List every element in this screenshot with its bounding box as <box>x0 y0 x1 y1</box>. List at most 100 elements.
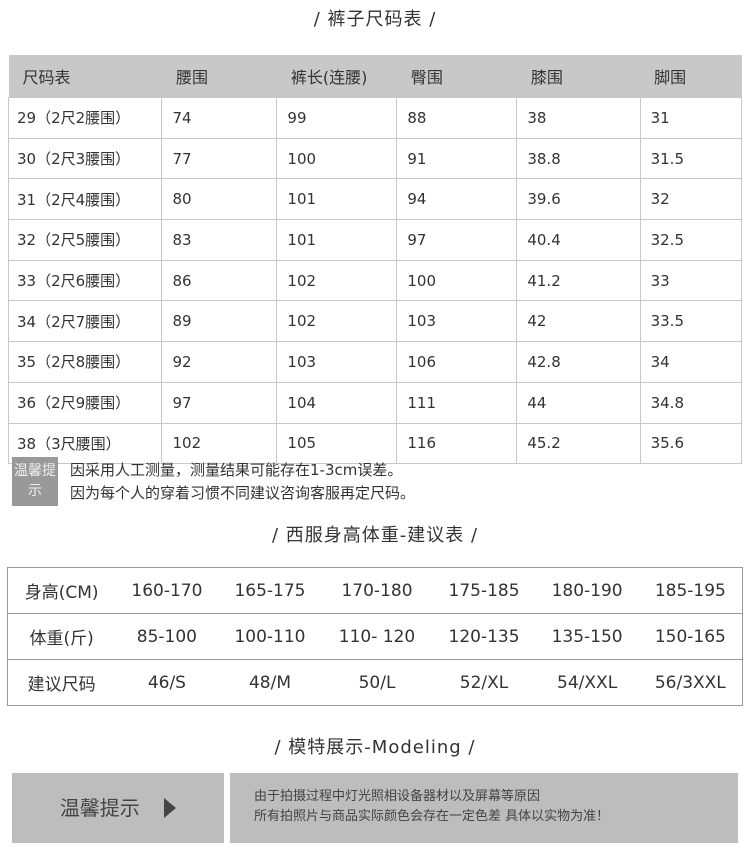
table-cell: 42.8 <box>516 341 641 383</box>
table-row: 35（2尺8腰围） 92 103 106 42.8 34 <box>7 341 743 383</box>
table-cell: 54/XXL <box>535 659 639 706</box>
table-cell: 35（2尺8腰围） <box>7 341 163 383</box>
table-row: 30（2尺3腰围） 77 100 91 38.8 31.5 <box>7 137 743 180</box>
table-cell: 39.6 <box>516 178 641 221</box>
table-cell: 31 <box>639 97 743 139</box>
tip-text-box: 由于拍摄过程中灯光照相设备器材以及屏幕等原因 所有拍照片与商品实际颜色会存在一定… <box>230 773 738 843</box>
table-cell: 33.5 <box>639 300 743 343</box>
table-cell: 86 <box>161 259 278 302</box>
table-cell: 100 <box>276 137 398 180</box>
table-cell: 165-175 <box>218 567 322 614</box>
table-cell: 48/M <box>218 659 322 706</box>
table-cell: 45.2 <box>516 422 641 465</box>
table-cell: 34.8 <box>639 381 743 424</box>
tip-line-1: 由于拍摄过程中灯光照相设备器材以及屏幕等原因 <box>254 789 541 804</box>
tip-label: 温馨提示 <box>59 796 140 820</box>
pants-size-title: / 裤子尺码表 / <box>313 9 437 30</box>
table-cell: 110- 120 <box>321 613 433 660</box>
table-cell: 88 <box>396 97 518 139</box>
table-cell: 38.8 <box>516 137 641 180</box>
table-cell: 36（2尺9腰围） <box>7 381 163 424</box>
table-cell: 180-190 <box>535 567 639 614</box>
table-cell: 34 <box>639 341 743 383</box>
table-cell: 29（2尺2腰围） <box>7 97 163 139</box>
table-cell: 170-180 <box>321 567 433 614</box>
table-cell: 99 <box>276 97 398 139</box>
table-cell: 33（2尺6腰围） <box>7 259 163 302</box>
table-cell: 44 <box>516 381 641 424</box>
table-cell: 77 <box>161 137 278 180</box>
table-cell: 32（2尺5腰围） <box>7 219 163 261</box>
tip-line-2: 所有拍照片与商品实际颜色会存在一定色差 具体以实物为准！ <box>254 809 610 824</box>
table-cell: 106 <box>396 341 518 383</box>
modeling-title: / 模特展示-Modeling / <box>274 737 476 758</box>
table-row: 38（3尺腰围） 102 105 116 45.2 35.6 <box>7 422 743 465</box>
suit-size-table: 身高(CM) 160-170 165-175 170-180 175-185 180-19… <box>7 567 743 706</box>
table-cell: 31（2尺4腰围） <box>7 178 163 221</box>
table-cell: 83 <box>161 219 278 261</box>
table-cell: 41.2 <box>516 259 641 302</box>
table-cell: 120-135 <box>432 613 536 660</box>
notice-line-2: 因为每个人的穿着习惯不同建议咨询客服再定尺码。 <box>70 484 416 502</box>
table-cell: 100 <box>396 259 518 302</box>
column-header: 腰围 <box>161 55 277 98</box>
table-cell: 52/XL <box>432 659 536 706</box>
table-cell: 42 <box>516 300 641 343</box>
table-row: 36（2尺9腰围） 97 104 111 44 34.8 <box>7 381 743 424</box>
table-cell: 32.5 <box>639 219 743 261</box>
table-cell: 94 <box>396 178 518 221</box>
table-row: 31（2尺4腰围） 80 101 94 39.6 32 <box>7 178 743 221</box>
table-cell: 101 <box>276 219 398 261</box>
table-cell: 92 <box>161 341 278 383</box>
column-header: 脚围 <box>640 55 742 98</box>
table-cell: 100-110 <box>218 613 322 660</box>
table-cell: 身高(CM) <box>7 567 116 614</box>
table-cell: 体重(斤) <box>7 613 116 660</box>
table-row: 32（2尺5腰围） 83 101 97 40.4 32.5 <box>7 219 743 261</box>
table-cell: 105 <box>276 422 398 465</box>
table-cell: 80 <box>161 178 278 221</box>
table-cell: 150-165 <box>638 613 743 660</box>
table-cell: 30（2尺3腰围） <box>7 137 163 180</box>
table-row: 34（2尺7腰围） 89 102 103 42 33.5 <box>7 300 743 343</box>
table-cell: 175-185 <box>432 567 536 614</box>
suit-size-title: / 西服身高体重-建议表 / <box>271 525 479 546</box>
table-cell: 89 <box>161 300 278 343</box>
table-cell: 74 <box>161 97 278 139</box>
table-cell: 91 <box>396 137 518 180</box>
table-cell: 32 <box>639 178 743 221</box>
table-row: 身高(CM) 160-170 165-175 170-180 175-185 180-19… <box>7 567 743 614</box>
column-header: 臀围 <box>396 55 517 98</box>
table-cell: 185-195 <box>638 567 743 614</box>
table-cell: 97 <box>396 219 518 261</box>
column-header: 膝围 <box>516 55 641 98</box>
table-cell: 103 <box>276 341 398 383</box>
table-cell: 104 <box>276 381 398 424</box>
notice-tag: 温馨提示 <box>12 457 58 506</box>
table-cell: 35.6 <box>639 422 743 465</box>
table-cell: 建议尺码 <box>7 659 116 706</box>
table-cell: 85-100 <box>115 613 219 660</box>
table-cell: 38 <box>516 97 641 139</box>
table-cell: 46/S <box>115 659 219 706</box>
table-row: 29（2尺2腰围） 74 99 88 38 31 <box>7 97 743 139</box>
table-cell: 102 <box>276 300 398 343</box>
table-cell: 50/L <box>321 659 433 706</box>
notice-line-1: 因采用人工测量，测量结果可能存在1-3cm误差。 <box>70 461 403 479</box>
table-cell: 102 <box>276 259 398 302</box>
table-row: 33（2尺6腰围） 86 102 100 41.2 33 <box>7 259 743 302</box>
play-arrow-icon <box>164 798 177 818</box>
table-cell: 33 <box>639 259 743 302</box>
table-cell: 160-170 <box>115 567 219 614</box>
table-cell: 103 <box>396 300 518 343</box>
table-cell: 102 <box>161 422 278 465</box>
table-cell: 101 <box>276 178 398 221</box>
table-cell: 40.4 <box>516 219 641 261</box>
table-cell: 135-150 <box>535 613 639 660</box>
pants-size-table: 尺码表 腰围 裤长(连腰) 臀围 膝围 脚围 29（2尺2腰围） 74 99 88 38 31 30（2… <box>7 55 743 465</box>
column-header: 尺码表 <box>8 55 162 98</box>
table-row: 体重(斤) 85-100 100-110 110- 120 120-135 135-150… <box>7 613 743 660</box>
table-row: 建议尺码 46/S 48/M 50/L 52/XL 54/XXL 56/3XXL <box>7 659 743 706</box>
table-cell: 56/3XXL <box>638 659 743 706</box>
table-cell: 116 <box>396 422 518 465</box>
